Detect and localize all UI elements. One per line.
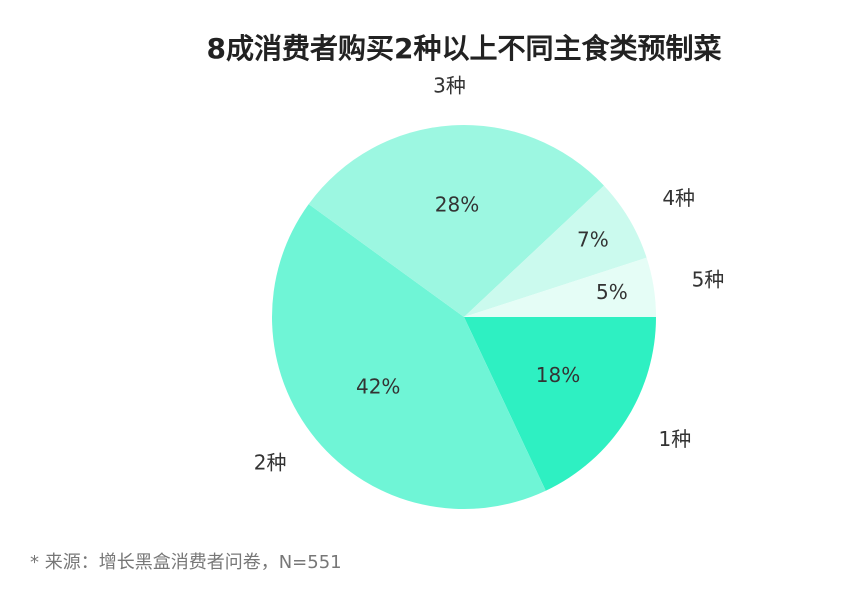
category-label: 3种: [433, 74, 466, 98]
category-label: 1种: [659, 427, 692, 451]
value-label: 18%: [536, 363, 580, 387]
chart-title: 8成消费者购买2种以上不同主食类预制菜: [207, 32, 722, 65]
value-label: 42%: [356, 374, 400, 398]
pie-slice: [464, 185, 647, 317]
category-label: 2种: [254, 450, 287, 474]
category-label: 4种: [662, 186, 695, 210]
value-label: 7%: [577, 227, 609, 251]
category-label: 5种: [692, 267, 725, 291]
pie-slice: [464, 257, 656, 317]
pie-slice: [271, 204, 546, 510]
footnote: * 来源：增长黑盒消费者问卷，N=551: [30, 552, 342, 573]
value-label: 28%: [435, 192, 479, 216]
value-label: 5%: [596, 280, 628, 304]
pie-slice: [464, 317, 656, 491]
pie-slice: [308, 125, 604, 317]
